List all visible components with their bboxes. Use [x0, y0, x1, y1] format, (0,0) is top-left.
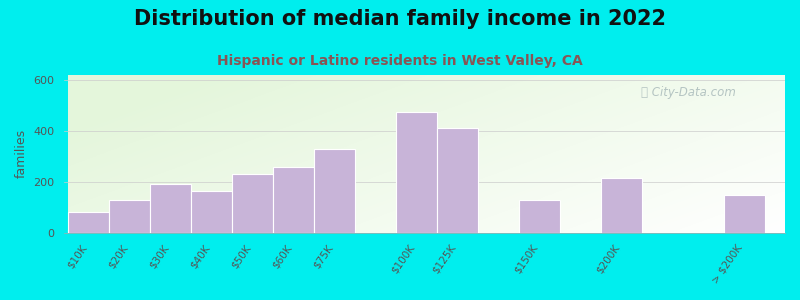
Bar	[723, 194, 765, 233]
Bar	[396, 112, 437, 233]
Text: Distribution of median family income in 2022: Distribution of median family income in …	[134, 9, 666, 29]
Bar	[232, 174, 274, 233]
Bar	[601, 178, 642, 233]
Bar	[274, 167, 314, 233]
Text: ⓘ City-Data.com: ⓘ City-Data.com	[641, 86, 736, 99]
Bar	[437, 128, 478, 233]
Bar	[519, 200, 560, 233]
Y-axis label: families: families	[15, 129, 28, 178]
Bar	[150, 184, 191, 233]
Bar	[69, 212, 110, 233]
Bar	[110, 200, 150, 233]
Bar	[314, 149, 355, 233]
Text: Hispanic or Latino residents in West Valley, CA: Hispanic or Latino residents in West Val…	[217, 54, 583, 68]
Bar	[191, 191, 232, 233]
